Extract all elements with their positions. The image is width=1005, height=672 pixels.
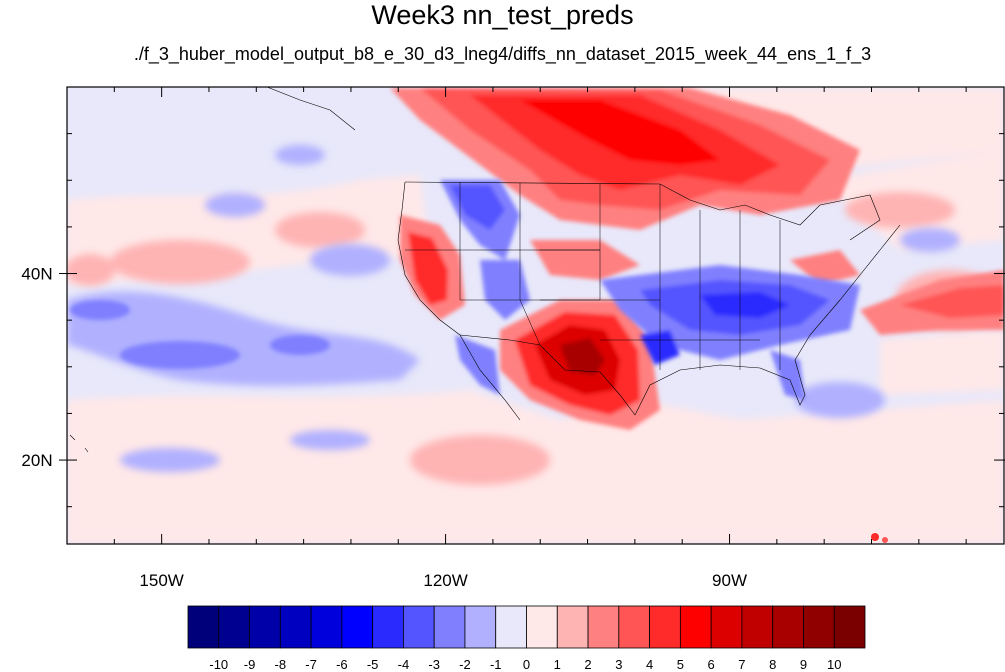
small-anomaly-dots — [871, 533, 888, 543]
colorbar-label: 10 — [827, 657, 841, 672]
us-mexico-border — [459, 334, 636, 416]
colorbar-swatch — [495, 605, 527, 649]
map-frame — [66, 86, 1005, 545]
lat-tick-label: 20N — [21, 451, 52, 470]
medium-negative-patches — [70, 300, 330, 369]
political-boundaries — [69, 87, 901, 453]
colorbar-swatch — [310, 605, 343, 649]
colorbar-label: 1 — [554, 657, 561, 672]
colorbar-swatch — [187, 605, 220, 649]
colorbar-label: -2 — [459, 657, 471, 672]
colorbar-swatch — [218, 605, 250, 649]
colorbar-label: -9 — [244, 657, 256, 672]
lon-tick-label: 150W — [139, 571, 183, 590]
colorbar-swatch — [803, 605, 835, 649]
colorbar-label: -6 — [336, 657, 348, 672]
us-canada-border — [404, 181, 881, 241]
colorbar-label: -1 — [490, 657, 502, 672]
colorbar-swatch — [772, 605, 804, 649]
alaska-coastline — [266, 87, 356, 131]
us-west-coast — [397, 181, 461, 336]
southwest-hot-anomaly — [500, 300, 660, 430]
map-title: Week3 nn_test_preds — [371, 0, 634, 30]
colorbar-label: 3 — [615, 657, 622, 672]
colorbar-label: -5 — [367, 657, 379, 672]
map-panel — [67, 87, 1004, 544]
colorbar-label: 8 — [769, 657, 776, 672]
lon-tick-label: 90W — [712, 571, 747, 590]
colorbar-label: 9 — [800, 657, 807, 672]
latitude-axis: 40N 20N — [21, 133, 1005, 508]
map-subtitle: ./f_3_huber_model_output_b8_e_30_d3_lneg… — [133, 44, 872, 64]
cold-anomaly-regions — [440, 180, 860, 400]
colorbar-label: -10 — [209, 657, 228, 672]
colorbar-swatch — [372, 605, 404, 649]
colorbar-swatch — [833, 605, 866, 649]
colorbar-label: 4 — [646, 657, 653, 672]
lat-tick-label: 40N — [21, 265, 52, 284]
interior-state-lines — [405, 182, 781, 370]
colorbar-swatch — [649, 605, 681, 649]
colorbar-swatch — [433, 605, 466, 649]
colorbar-label: -3 — [428, 657, 440, 672]
colorbar-label: -4 — [398, 657, 410, 672]
hawaii-islands — [69, 434, 89, 453]
colorbar-label: -7 — [305, 657, 317, 672]
atlantic-warm-anomaly — [790, 250, 1004, 335]
colorbar-swatch — [618, 605, 650, 649]
colorbar-label: 7 — [738, 657, 745, 672]
colorbar-swatch — [556, 605, 589, 649]
colorbar-label: -8 — [275, 657, 287, 672]
colorbar-swatch — [526, 605, 558, 649]
colorbar-label: 5 — [677, 657, 684, 672]
colorbar-swatch — [710, 605, 743, 649]
colorbar-swatch — [403, 605, 435, 649]
colorbar-swatch — [341, 605, 374, 649]
colorbar-label: 6 — [708, 657, 715, 672]
colorbar-swatch — [464, 605, 497, 649]
colorbar-swatch — [679, 605, 712, 649]
colorbar-swatch — [587, 605, 620, 649]
longitude-axis: 150W 120W 90W — [113, 87, 967, 590]
gulf-coast — [634, 224, 901, 416]
canada-warm-anomaly — [390, 88, 860, 230]
colorbar-swatch — [279, 605, 312, 649]
colorbar-label: 0 — [523, 657, 530, 672]
colorbar-label: 2 — [584, 657, 591, 672]
colorbar-swatch — [741, 605, 774, 649]
colorbar: -10 -9 -8 -7 -6 -5 -4 -3 -2 -1 0 1 2 3 4 5 6 7 8 9 10 — [187, 605, 866, 672]
colorbar-swatch — [249, 605, 281, 649]
baja-coastline — [459, 334, 521, 421]
lon-tick-label: 120W — [423, 571, 467, 590]
